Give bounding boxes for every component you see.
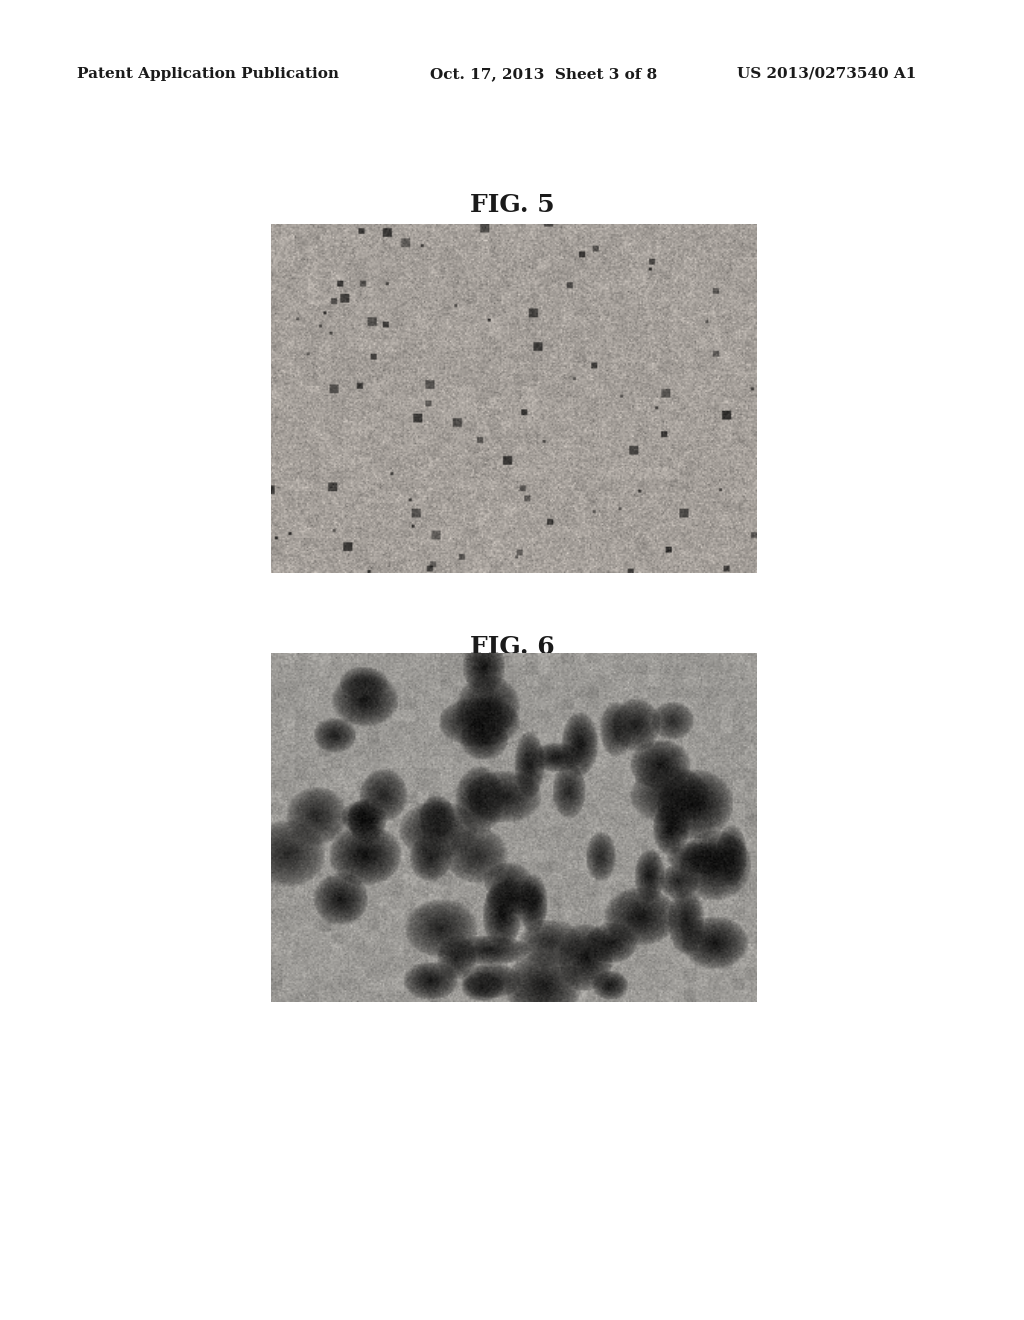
Text: FIG. 6: FIG. 6: [470, 635, 554, 659]
Text: FIG. 5: FIG. 5: [470, 193, 554, 216]
Text: Patent Application Publication: Patent Application Publication: [77, 67, 339, 81]
Text: Oct. 17, 2013  Sheet 3 of 8: Oct. 17, 2013 Sheet 3 of 8: [430, 67, 657, 81]
Text: US 2013/0273540 A1: US 2013/0273540 A1: [737, 67, 916, 81]
